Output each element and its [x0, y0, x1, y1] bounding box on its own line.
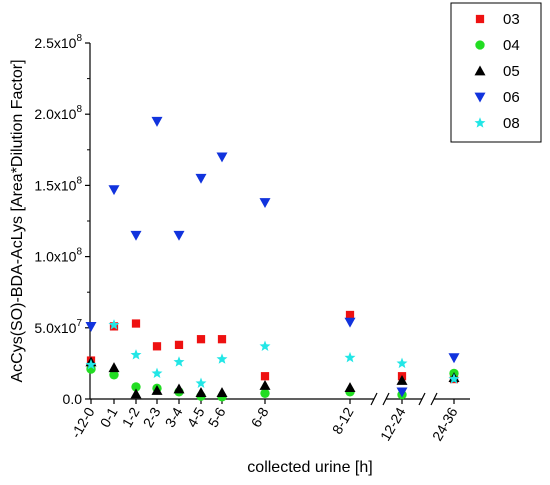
data-point-06 [344, 317, 356, 328]
tick-group: 0.0 5.0x107 1.0x108 1.5x108 2.0x108 2.5x108 -1… [34, 33, 460, 444]
axis-break-mark [430, 392, 438, 406]
data-point-05 [396, 374, 408, 385]
data-point-03 [174, 340, 184, 350]
x-tick-label: 12-24 [377, 404, 409, 443]
data-point-08 [259, 340, 271, 351]
legend-label-06: 06 [503, 89, 520, 106]
data-point-08 [396, 357, 408, 369]
data-point-06 [130, 230, 142, 241]
axis-break-mark [382, 392, 390, 406]
data-point-03 [345, 310, 355, 320]
axis-break-mark [370, 392, 378, 406]
data-point-08 [151, 367, 163, 379]
x-tick-label: 5-6 [205, 404, 229, 430]
data-point-06 [195, 173, 207, 184]
data-point-08 [130, 349, 142, 360]
data-point-04 [131, 382, 141, 392]
data-point-05 [195, 387, 207, 397]
axes [89, 43, 470, 406]
data-point-05 [216, 387, 228, 397]
legend-label-08: 08 [503, 115, 520, 132]
y-tick-label: 2.0x108 [34, 104, 82, 122]
x-tick-label: 24-36 [429, 404, 461, 443]
data-point-05 [344, 382, 356, 393]
data-point-08 [195, 377, 207, 389]
data-point-04 [260, 388, 270, 398]
data-point-05 [130, 388, 142, 399]
x-tick-label: 3-4 [162, 404, 186, 430]
data-point-08 [216, 353, 228, 364]
data-point-08 [108, 319, 120, 330]
legend-box [450, 2, 542, 143]
legend-marker-08 [474, 117, 486, 128]
legend: 03 04 05 06 08 [450, 2, 542, 143]
x-tick-label: 6-8 [248, 404, 272, 430]
data-point-03 [260, 372, 270, 381]
x-tick-label: 1-2 [119, 404, 143, 430]
data-point-03 [196, 335, 206, 344]
x-tick-label: 4-5 [184, 404, 208, 430]
data-point-06 [85, 321, 97, 332]
x-tick-label: 8-12 [329, 404, 357, 436]
data-point-06 [448, 353, 460, 364]
legend-label-05: 05 [503, 63, 520, 80]
axis-break-mark [418, 392, 426, 406]
legend-marker-06 [474, 92, 486, 103]
data-point-03 [131, 319, 141, 328]
x-tick-label: -12-0 [67, 404, 97, 440]
data-point-06 [216, 152, 228, 163]
y-tick-label: 1.0x108 [34, 247, 82, 265]
data-point-08 [173, 356, 185, 367]
y-tick-label: 0.0 [63, 391, 83, 407]
data-point-06 [108, 185, 120, 196]
legend-marker-03 [475, 14, 485, 24]
data-point-04 [109, 370, 119, 380]
data-point-05 [259, 379, 271, 390]
x-tick-label: 0-1 [97, 404, 121, 430]
data-point-05 [151, 384, 163, 395]
x-tick-label: 2-3 [140, 404, 164, 430]
y-tick-label: 5.0x107 [34, 318, 82, 336]
data-point-06 [173, 230, 185, 241]
data-point-05 [173, 383, 185, 394]
data-point-08 [448, 373, 460, 384]
x-axis-title: collected urine [h] [247, 459, 372, 476]
y-tick-label: 1.5x108 [34, 175, 82, 193]
y-tick-label: 2.5x108 [34, 33, 82, 51]
data-point-03 [217, 335, 227, 344]
y-axis-title: AcCys(SO)-BDA-AcLys [Area*Dilution Facto… [9, 59, 26, 382]
data-point-06 [151, 116, 163, 127]
data-point-08 [85, 359, 97, 370]
legend-marker-05 [474, 65, 486, 76]
legend-label-03: 03 [503, 11, 520, 28]
legend-label-04: 04 [503, 37, 520, 54]
data-points [85, 116, 460, 402]
data-point-08 [344, 351, 356, 363]
data-point-05 [108, 362, 120, 373]
data-point-03 [152, 342, 162, 351]
legend-marker-04 [475, 40, 485, 50]
data-point-06 [396, 387, 408, 398]
data-point-06 [259, 198, 271, 208]
